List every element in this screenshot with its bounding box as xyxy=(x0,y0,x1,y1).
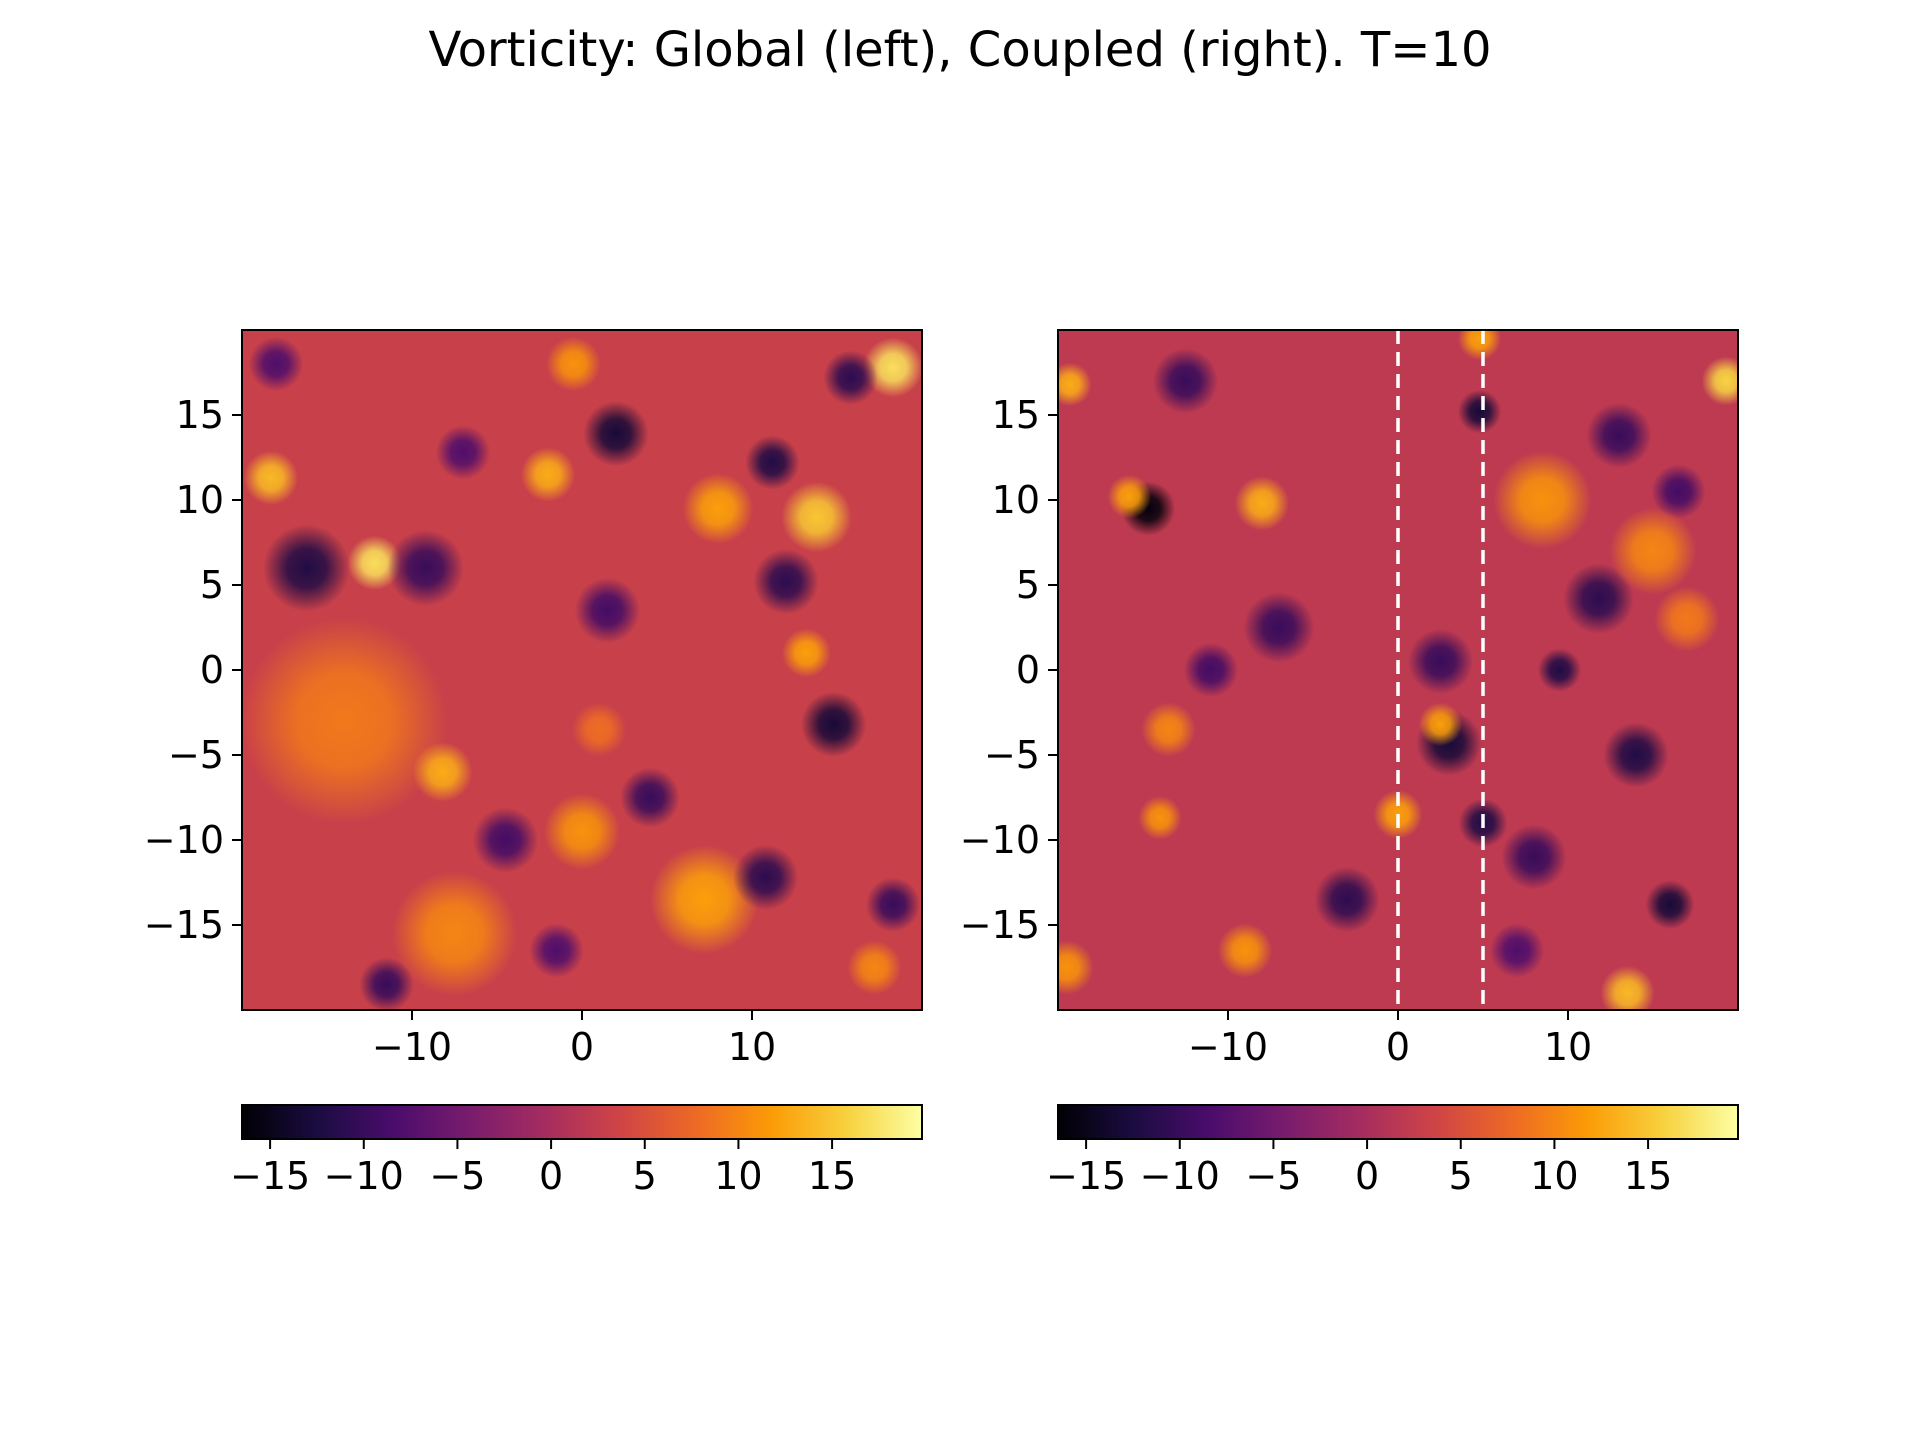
negative-vortex xyxy=(1152,348,1219,414)
colorbar-tick-label: −10 xyxy=(324,1154,404,1198)
y-tick-label: −15 xyxy=(960,903,1040,947)
positive-vortex xyxy=(1138,796,1182,840)
negative-vortex xyxy=(865,877,921,932)
negative-vortex xyxy=(574,577,641,644)
x-tick-label: 10 xyxy=(1544,1025,1592,1069)
figure-title: Vorticity: Global (left), Coupled (right… xyxy=(428,22,1492,78)
positive-vortex xyxy=(543,793,621,870)
positive-vortex xyxy=(650,845,759,954)
negative-vortex xyxy=(387,529,464,607)
negative-vortex xyxy=(1243,592,1315,663)
x-tick-label: 0 xyxy=(570,1025,594,1069)
positive-vortex xyxy=(520,447,576,502)
positive-vortex xyxy=(1217,923,1273,978)
negative-vortex xyxy=(1489,923,1545,978)
colorbar-tick-label: 10 xyxy=(1530,1154,1578,1198)
colorbar-tick-label: −15 xyxy=(1046,1154,1126,1198)
positive-vortex xyxy=(1418,702,1463,747)
negative-vortex xyxy=(1537,648,1582,692)
negative-vortex xyxy=(620,767,680,828)
y-tick-label: 5 xyxy=(200,563,224,607)
negative-vortex xyxy=(472,807,539,873)
y-tick-label: 0 xyxy=(1016,648,1040,692)
colorbar-tick-label: 0 xyxy=(1355,1154,1379,1198)
x-tick-label: −10 xyxy=(372,1025,452,1069)
global-vorticity-panel: −10 0 10 15 10 5 0 −5 −10 −15 −15 −10 −5 0 5 10 15 xyxy=(144,329,923,1198)
colorbar-tick-label: 5 xyxy=(1449,1154,1473,1198)
positive-vortex xyxy=(1107,474,1152,519)
y-tick-label: 15 xyxy=(992,393,1040,437)
positive-vortex xyxy=(391,870,518,997)
x-tick-label: −10 xyxy=(1188,1025,1268,1069)
positive-vortex xyxy=(1058,362,1092,407)
colorbar xyxy=(241,1104,923,1140)
negative-vortex xyxy=(1314,866,1380,933)
y-tick-label: −5 xyxy=(984,733,1040,777)
y-tick-label: −10 xyxy=(144,818,224,862)
positive-vortex xyxy=(781,628,831,678)
colorbar-tick-label: 5 xyxy=(633,1154,657,1198)
colorbar-tick-label: 15 xyxy=(1624,1154,1672,1198)
positive-vortex xyxy=(781,481,852,553)
y-tick-label: 5 xyxy=(1016,563,1040,607)
positive-vortex xyxy=(1234,476,1290,531)
positive-vortex xyxy=(242,617,448,825)
positive-vortex xyxy=(571,702,627,757)
negative-vortex xyxy=(1651,464,1706,519)
positive-vortex xyxy=(1493,451,1592,549)
colorbar xyxy=(1057,1104,1739,1140)
y-tick-label: 10 xyxy=(992,478,1040,522)
positive-vortex xyxy=(1609,507,1697,595)
positive-vortex xyxy=(546,336,601,392)
positive-vortex xyxy=(1058,940,1094,995)
x-tick-label: 0 xyxy=(1386,1025,1410,1069)
negative-vortex xyxy=(1407,628,1474,695)
negative-vortex xyxy=(1603,722,1669,788)
y-tick-label: −15 xyxy=(144,903,224,947)
negative-vortex xyxy=(1457,389,1502,434)
positive-vortex xyxy=(1600,965,1655,1010)
positive-vortex xyxy=(1457,330,1502,361)
colorbar-tick-label: 10 xyxy=(714,1154,762,1198)
colorbar-tick-label: −5 xyxy=(1245,1154,1301,1198)
negative-vortex xyxy=(823,350,878,405)
x-tick-label: 10 xyxy=(728,1025,776,1069)
y-tick-label: −10 xyxy=(960,818,1040,862)
negative-vortex xyxy=(263,524,351,612)
negative-vortex xyxy=(359,957,414,1010)
positive-vortex xyxy=(682,473,754,544)
y-tick-label: −5 xyxy=(168,733,224,777)
positive-vortex xyxy=(1701,356,1738,406)
positive-vortex xyxy=(243,450,299,506)
negative-vortex xyxy=(1586,402,1652,469)
positive-vortex xyxy=(863,337,922,398)
negative-vortex xyxy=(1645,880,1695,930)
colorbar-tick-label: −5 xyxy=(429,1154,485,1198)
y-tick-label: 10 xyxy=(176,478,224,522)
negative-vortex xyxy=(1183,642,1239,698)
negative-vortex xyxy=(753,548,819,615)
coupled-vorticity-panel: −10 0 10 15 10 5 0 −5 −10 −15 −15 −10 −5 0 5 10 15 xyxy=(960,329,1739,1198)
negative-vortex xyxy=(745,435,800,490)
positive-vortex xyxy=(847,940,902,995)
colorbar-tick-label: 15 xyxy=(808,1154,856,1198)
colorbar-tick-label: −15 xyxy=(230,1154,310,1198)
negative-vortex xyxy=(583,401,649,467)
negative-vortex xyxy=(248,336,304,392)
negative-vortex xyxy=(435,425,491,480)
positive-vortex xyxy=(347,535,402,591)
colorbar-tick-label: −10 xyxy=(1140,1154,1220,1198)
negative-vortex xyxy=(1563,563,1634,634)
negative-vortex xyxy=(529,923,584,978)
negative-vortex xyxy=(732,844,799,911)
negative-vortex xyxy=(1501,824,1567,890)
positive-vortex xyxy=(412,742,473,802)
positive-vortex xyxy=(1654,586,1720,652)
y-tick-label: 15 xyxy=(176,393,224,437)
colorbar-tick-label: 0 xyxy=(539,1154,563,1198)
negative-vortex xyxy=(800,691,867,758)
y-tick-label: 0 xyxy=(200,648,224,692)
positive-vortex xyxy=(1141,702,1196,757)
